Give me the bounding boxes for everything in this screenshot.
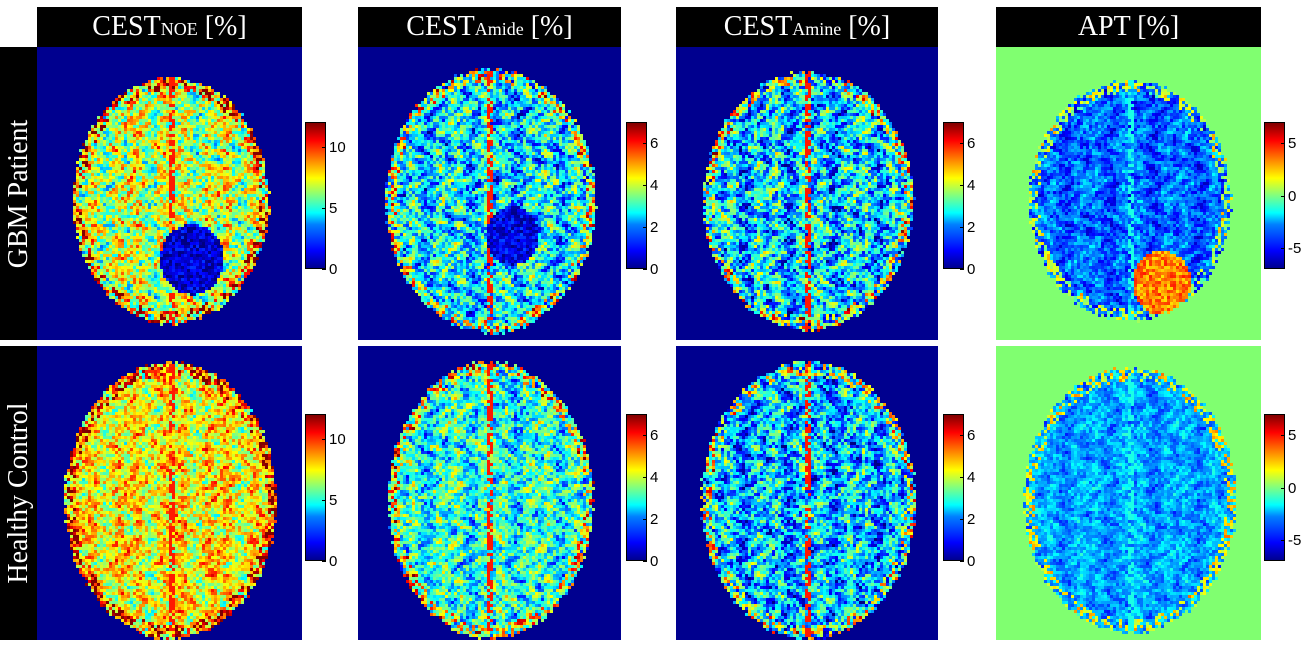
colorbar-tickmark xyxy=(322,439,326,440)
row-label-healthy-control: Healthy Control xyxy=(0,346,37,640)
brain-map-image xyxy=(358,346,621,640)
header-unit: [%] xyxy=(524,11,573,42)
colorbar-tick-label: 2 xyxy=(967,512,975,527)
colorbar-tick-label: 2 xyxy=(650,220,658,235)
colorbar-tickmark xyxy=(322,500,326,501)
colorbar-tickmark xyxy=(1281,540,1285,541)
row-label-text: GBM Patient xyxy=(3,119,35,268)
colorbar-tickmark xyxy=(960,561,964,562)
cest-amine-healthy-map xyxy=(676,346,938,640)
colorbar-tick-label: 2 xyxy=(650,512,658,527)
colorbar-tickmark xyxy=(1281,196,1285,197)
colorbar-tickmark xyxy=(960,477,964,478)
colorbar-tickmark xyxy=(322,561,326,562)
cest-amine-gbm-map xyxy=(676,47,938,340)
colorbar-tick-label: 0 xyxy=(329,262,337,277)
header-unit: [%] xyxy=(841,11,890,42)
apt-gbm-map xyxy=(996,47,1261,340)
colorbar-tick-label: 5 xyxy=(1288,136,1296,151)
header-main: APT xyxy=(1078,11,1130,42)
header-main: CEST xyxy=(724,11,792,42)
brain-map-image xyxy=(37,47,302,340)
colorbar-tick-label: 5 xyxy=(1288,428,1296,443)
colorbar-tick-label: 4 xyxy=(650,178,658,193)
colorbar-tickmark xyxy=(643,477,647,478)
colorbar-tickmark xyxy=(643,561,647,562)
colorbar-tick-label: 0 xyxy=(1288,189,1296,204)
header-unit: [%] xyxy=(1130,11,1179,42)
colorbar-tick-label: 6 xyxy=(967,136,975,151)
colorbar-tickmark xyxy=(960,227,964,228)
header-main: CEST xyxy=(406,11,474,42)
cest-amide-healthy-map xyxy=(358,346,621,640)
cest-amide-gbm-map xyxy=(358,47,621,340)
colorbar-tick-label: 6 xyxy=(967,428,975,443)
row-label-text: Healthy Control xyxy=(3,402,35,583)
colorbar-tick-label: 4 xyxy=(650,470,658,485)
colorbar-tickmark xyxy=(322,208,326,209)
colorbar-tickmark xyxy=(960,519,964,520)
colorbar-tick-label: 2 xyxy=(967,220,975,235)
colorbar-tick-label: 0 xyxy=(650,554,658,569)
brain-map-image xyxy=(358,47,621,340)
colorbar-tick-label: 0 xyxy=(967,554,975,569)
colorbar-tick-label: 5 xyxy=(329,201,337,216)
header-subscript: Amide xyxy=(475,19,524,39)
colorbar-amide-gbm xyxy=(626,122,647,269)
colorbar-tickmark xyxy=(1281,248,1285,249)
column-header-cest-amide: CESTAmide [%] xyxy=(358,7,621,47)
colorbar-apt-gbm xyxy=(1264,122,1285,269)
colorbar-tick-label: 0 xyxy=(967,262,975,277)
colorbar-tickmark xyxy=(1281,435,1285,436)
column-header-cest-amine: CESTAmine [%] xyxy=(676,7,938,47)
colorbar-tick-label: 4 xyxy=(967,178,975,193)
header-unit: [%] xyxy=(198,11,247,42)
colorbar-tick-label: 0 xyxy=(1288,481,1296,496)
column-header-apt: APT [%] xyxy=(996,7,1261,47)
colorbar-tick-label: 6 xyxy=(650,136,658,151)
colorbar-amine-healthy xyxy=(943,414,964,561)
colorbar-tick-label: -5 xyxy=(1288,241,1301,256)
colorbar-tickmark xyxy=(643,143,647,144)
cest-noe-healthy-map xyxy=(37,346,302,640)
colorbar-tick-label: 10 xyxy=(329,432,346,447)
column-header-cest-noe: CESTNOE [%] xyxy=(37,7,302,47)
colorbar-tickmark xyxy=(960,143,964,144)
colorbar-noe-healthy xyxy=(305,414,326,561)
colorbar-tickmark xyxy=(643,519,647,520)
brain-map-image xyxy=(996,47,1261,340)
colorbar-tickmark xyxy=(960,185,964,186)
colorbar-tickmark xyxy=(643,435,647,436)
colorbar-tickmark xyxy=(643,227,647,228)
colorbar-tickmark xyxy=(322,147,326,148)
header-main: CEST xyxy=(92,11,160,42)
cest-noe-gbm-map xyxy=(37,47,302,340)
colorbar-tick-label: 6 xyxy=(650,428,658,443)
colorbar-amide-healthy xyxy=(626,414,647,561)
colorbar-tickmark xyxy=(1281,488,1285,489)
colorbar-tick-label: -5 xyxy=(1288,533,1301,548)
header-subscript: NOE xyxy=(161,19,198,39)
colorbar-amine-gbm xyxy=(943,122,964,269)
brain-map-image xyxy=(676,346,938,640)
colorbar-tick-label: 0 xyxy=(329,554,337,569)
colorbar-tickmark xyxy=(643,269,647,270)
header-subscript: Amine xyxy=(792,19,841,39)
apt-healthy-map xyxy=(996,346,1261,640)
colorbar-apt-healthy xyxy=(1264,414,1285,561)
colorbar-tickmark xyxy=(322,269,326,270)
colorbar-noe-gbm xyxy=(305,122,326,269)
colorbar-tickmark xyxy=(643,185,647,186)
colorbar-tick-label: 5 xyxy=(329,493,337,508)
colorbar-tick-label: 10 xyxy=(329,140,346,155)
brain-map-image xyxy=(676,47,938,340)
colorbar-tickmark xyxy=(960,435,964,436)
colorbar-tick-label: 0 xyxy=(650,262,658,277)
row-label-gbm-patient: GBM Patient xyxy=(0,47,37,340)
brain-map-image xyxy=(37,346,302,640)
colorbar-tickmark xyxy=(960,269,964,270)
colorbar-tick-label: 4 xyxy=(967,470,975,485)
brain-map-image xyxy=(996,346,1261,640)
colorbar-tickmark xyxy=(1281,143,1285,144)
